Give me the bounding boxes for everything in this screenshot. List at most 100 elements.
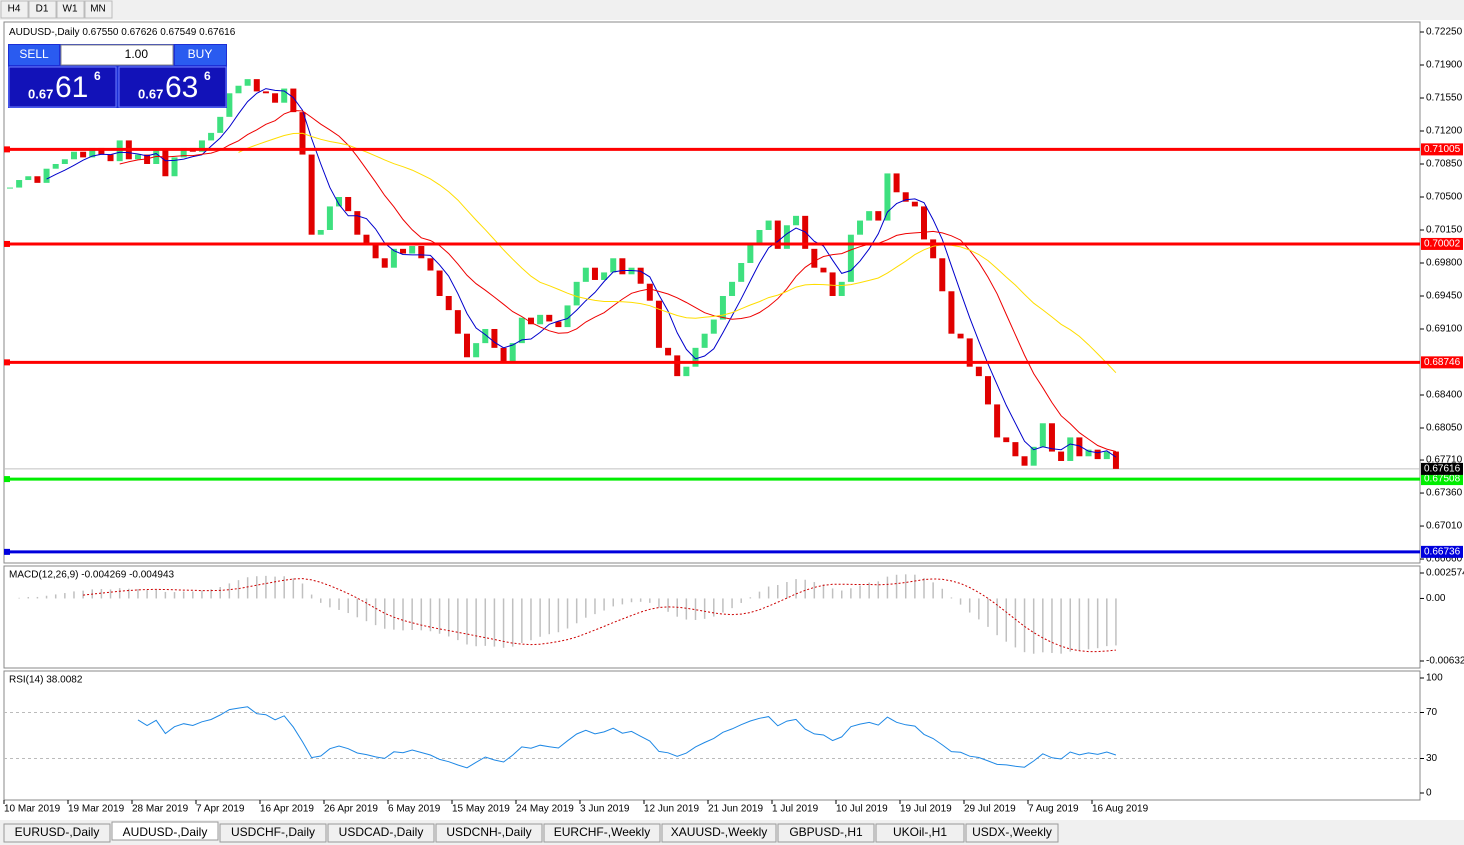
candle — [445, 295, 452, 311]
price-tick-label: 0.71550 — [1426, 93, 1463, 104]
date-label: 24 May 2019 — [516, 804, 574, 815]
candle — [902, 192, 909, 202]
timeframe-button[interactable] — [56, 0, 85, 19]
candle — [500, 347, 507, 362]
candle — [994, 404, 1001, 438]
date-label: 7 Apr 2019 — [196, 804, 245, 815]
date-label: 26 Apr 2019 — [324, 804, 378, 815]
symbol-tab[interactable] — [777, 823, 875, 843]
price-tick-label: 0.68400 — [1426, 390, 1463, 401]
candle — [692, 347, 699, 367]
candle — [610, 258, 617, 273]
macd-title: MACD(12,26,9) -0.004269 -0.004943 — [9, 570, 175, 581]
lot-input[interactable] — [60, 44, 174, 66]
candle — [1048, 423, 1055, 452]
symbol-tab[interactable] — [965, 823, 1059, 843]
timeframe-label: H4 — [8, 4, 21, 15]
candle — [820, 267, 827, 273]
rsi-line — [137, 706, 1117, 769]
candle — [747, 244, 754, 263]
candle — [646, 283, 653, 301]
timeframe-label: W1 — [63, 4, 78, 15]
candle — [34, 176, 41, 183]
candle — [1103, 451, 1110, 460]
candle — [774, 220, 781, 249]
candle — [866, 211, 873, 221]
symbol-tab[interactable] — [435, 823, 543, 843]
candle — [573, 281, 580, 306]
sell-price-main: 61 — [55, 71, 88, 104]
price-tick-label: 0.71900 — [1426, 60, 1463, 71]
candle — [793, 215, 800, 226]
symbol-tab-label: EURUSD-,Daily — [15, 825, 100, 839]
candle — [857, 220, 864, 235]
sell-price-box[interactable] — [8, 66, 117, 108]
candle — [921, 206, 927, 240]
buy-label: BUY — [188, 47, 213, 61]
candle — [838, 281, 845, 296]
candle — [984, 376, 991, 405]
candle — [262, 91, 269, 94]
candle — [738, 262, 745, 282]
symbol-tab-label: EURCHF-,Weekly — [554, 825, 650, 839]
timeframe-button[interactable] — [28, 0, 57, 19]
candle — [363, 234, 370, 245]
candle — [1012, 442, 1019, 457]
candle — [107, 154, 114, 162]
symbol-tab[interactable] — [111, 821, 219, 841]
symbol-tab[interactable] — [543, 823, 661, 843]
macd-signal — [83, 578, 1116, 653]
candle — [591, 267, 598, 280]
level-handle — [4, 476, 10, 483]
price-tick-label: 0.70150 — [1426, 225, 1463, 236]
candle — [710, 319, 717, 334]
candle — [957, 333, 964, 339]
candle — [180, 147, 187, 158]
date-label: 10 Mar 2019 — [4, 804, 61, 815]
macd-panel — [3, 565, 1421, 669]
candle — [235, 85, 242, 94]
timeframe-button[interactable] — [84, 0, 113, 19]
macd-tick-label: 0.00 — [1426, 593, 1446, 604]
candle — [418, 246, 425, 259]
symbol-tab[interactable] — [3, 823, 111, 843]
symbol-tab[interactable] — [219, 823, 327, 843]
candle — [427, 258, 434, 271]
timeframe-label: D1 — [36, 4, 49, 15]
symbol-tab[interactable] — [327, 823, 435, 843]
candle — [25, 176, 32, 181]
date-label: 16 Aug 2019 — [1092, 804, 1149, 815]
symbol-tab-label: UKOil-,H1 — [893, 825, 947, 839]
candle — [308, 154, 315, 235]
price-tick-label: 0.67710 — [1426, 455, 1463, 466]
candle — [537, 314, 544, 325]
candle — [171, 157, 178, 177]
level-label-box — [1421, 356, 1463, 369]
symbol-tab-label: AUDUSD-,Daily — [123, 825, 208, 839]
candle — [52, 163, 59, 169]
buy-price-box[interactable] — [118, 66, 227, 108]
timeframe-button[interactable] — [0, 0, 29, 19]
level-handle — [4, 146, 10, 153]
candle — [162, 149, 169, 177]
rsi-title: RSI(14) 38.0082 — [9, 675, 83, 686]
symbol-tab[interactable] — [875, 823, 965, 843]
candle — [783, 225, 790, 249]
sell-button[interactable] — [9, 45, 59, 65]
date-label: 16 Apr 2019 — [260, 804, 314, 815]
price-tick-label: 0.69800 — [1426, 258, 1463, 269]
symbol-tab[interactable] — [661, 823, 777, 843]
candle — [555, 321, 562, 328]
lot-value: 1.00 — [125, 47, 149, 61]
date-label: 15 May 2019 — [452, 804, 510, 815]
candle — [674, 355, 681, 377]
level-label-box — [1421, 143, 1463, 156]
buy-button[interactable] — [175, 45, 226, 65]
candle — [1058, 451, 1065, 461]
candle — [509, 343, 516, 362]
candle — [61, 159, 68, 164]
level-label: 0.66736 — [1424, 547, 1461, 558]
candle — [326, 206, 333, 230]
date-label: 19 Jul 2019 — [900, 804, 952, 815]
current-price-box — [1421, 462, 1463, 475]
